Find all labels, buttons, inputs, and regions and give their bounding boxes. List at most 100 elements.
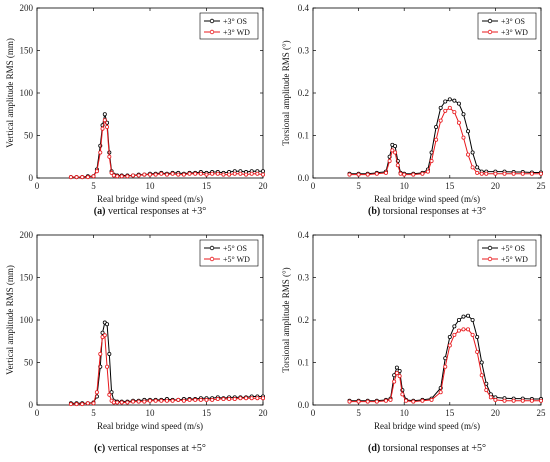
data-point: [147, 398, 152, 403]
data-point: [68, 402, 73, 407]
x-tick-label: 20: [259, 181, 269, 191]
data-point: [232, 397, 237, 402]
series-line: [70, 334, 263, 405]
data-point: [198, 397, 203, 402]
panel-caption: (a) vertical responses at +3°: [94, 206, 206, 217]
data-point: [394, 371, 399, 376]
data-point: [484, 171, 489, 176]
data-point: [397, 374, 402, 379]
legend-box: [199, 12, 259, 40]
x-axis-label: Real bridge wind speed (m/s): [97, 421, 203, 431]
data-point: [438, 390, 443, 395]
data-point: [170, 171, 175, 176]
data-point: [244, 172, 249, 177]
data-point: [102, 118, 107, 123]
legend-swatch-marker: [487, 256, 493, 262]
data-point: [102, 112, 107, 117]
data-point: [429, 158, 434, 163]
y-tick-label: 0.3: [298, 273, 310, 283]
data-point: [170, 398, 175, 403]
legend-box: [477, 239, 537, 267]
x-tick-label: 10: [400, 408, 410, 418]
data-point: [479, 360, 484, 365]
data-point: [111, 173, 116, 178]
caption-text: vertical responses at +5°: [105, 443, 206, 454]
data-point: [395, 163, 400, 168]
data-point: [98, 351, 103, 356]
x-axis-label: Real bridge wind speed (m/s): [374, 194, 480, 204]
y-tick-label: 0.0: [298, 400, 310, 410]
data-point: [493, 171, 498, 176]
x-tick-label: 5: [356, 408, 361, 418]
legend-entry: +5° WD: [501, 255, 528, 264]
legend-entry: +5° OS: [501, 244, 525, 253]
data-point: [94, 390, 99, 395]
data-point: [80, 402, 85, 407]
y-tick-label: 0.2: [298, 88, 309, 98]
y-tick-label: 150: [20, 46, 34, 56]
data-point: [456, 317, 461, 322]
legend-swatch-marker: [209, 18, 215, 24]
data-point: [520, 171, 525, 176]
x-tick-label: 25: [537, 408, 547, 418]
data-point: [461, 135, 466, 140]
legend-box: [477, 12, 537, 40]
caption-letter: (c): [94, 443, 105, 454]
data-point: [402, 172, 407, 177]
data-point: [502, 398, 507, 403]
data-point: [105, 364, 110, 369]
x-tick-label: 0: [311, 181, 316, 191]
x-tick-label: 10: [146, 408, 156, 418]
data-point: [100, 330, 105, 335]
data-point: [153, 398, 158, 403]
data-point: [102, 333, 107, 338]
data-point: [443, 364, 448, 369]
y-axis-label: Vertical amplitude RMS (mm): [5, 38, 15, 148]
data-point: [488, 395, 493, 400]
data-point: [68, 175, 73, 180]
caption-letter: (a): [94, 206, 106, 217]
series-wd: [347, 105, 544, 177]
data-point: [204, 172, 209, 177]
data-point: [100, 126, 105, 131]
data-point: [249, 171, 254, 176]
legend-swatch-marker: [487, 245, 493, 251]
data-point: [105, 322, 110, 327]
data-point: [347, 172, 352, 177]
data-point: [193, 171, 198, 176]
data-point: [470, 165, 475, 170]
data-point: [244, 396, 249, 401]
data-point: [539, 171, 544, 176]
data-point: [105, 125, 110, 130]
y-tick-label: 0.2: [298, 315, 309, 325]
data-point: [215, 397, 220, 402]
data-point: [187, 171, 192, 176]
data-point: [255, 171, 260, 176]
y-tick-label: 0.1: [298, 131, 309, 141]
data-point: [447, 334, 452, 339]
data-point: [411, 172, 416, 177]
data-point: [365, 399, 370, 404]
data-point: [131, 173, 136, 178]
data-point: [136, 173, 141, 178]
data-point: [452, 332, 457, 337]
x-tick-label: 10: [146, 181, 156, 191]
data-point: [147, 172, 152, 177]
data-point: [98, 150, 103, 155]
data-point: [374, 399, 379, 404]
data-point: [443, 99, 448, 104]
data-point: [383, 398, 388, 403]
legend-entry: +3° OS: [223, 17, 247, 26]
x-tick-label: 5: [91, 408, 96, 418]
data-point: [393, 144, 398, 149]
data-point: [470, 150, 475, 155]
data-point: [420, 171, 425, 176]
x-tick-label: 5: [91, 181, 96, 191]
data-point: [502, 171, 507, 176]
data-point: [109, 170, 114, 175]
x-tick-label: 0: [35, 408, 40, 418]
panel-caption: (b) torsional responses at +3°: [368, 206, 486, 217]
data-point: [484, 388, 489, 393]
data-point: [434, 125, 439, 130]
